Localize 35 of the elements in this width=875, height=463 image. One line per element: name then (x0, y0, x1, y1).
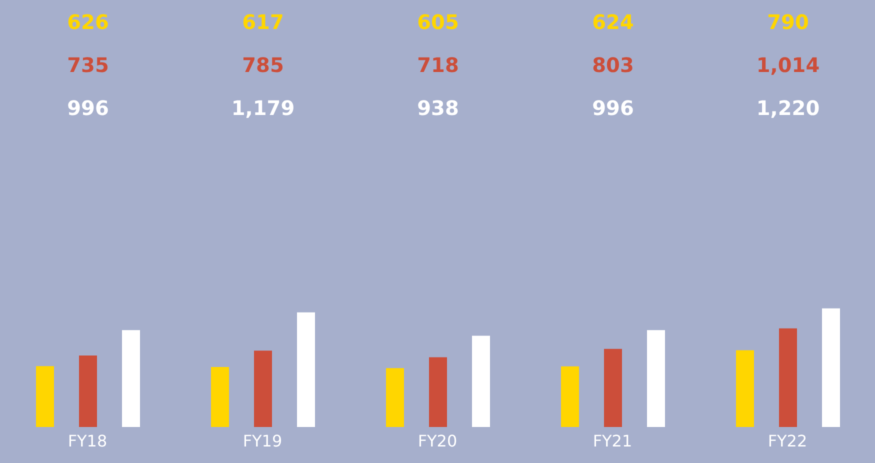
data-label: 624 (592, 10, 634, 34)
bar (36, 366, 54, 427)
bar (647, 330, 665, 427)
data-label: 735 (67, 53, 109, 77)
data-label: 1,179 (231, 96, 295, 120)
bar (386, 368, 404, 427)
bar (561, 366, 579, 427)
bar (122, 330, 140, 427)
data-label: 1,220 (756, 96, 820, 120)
bar (736, 350, 754, 427)
x-tick-label: FY20 (418, 431, 458, 450)
data-label: 605 (417, 10, 459, 34)
data-label: 1,014 (756, 53, 820, 77)
data-label: 790 (767, 10, 809, 34)
bar (472, 336, 490, 427)
bar (429, 357, 447, 427)
bar (604, 348, 622, 427)
bar (254, 350, 272, 427)
data-label: 626 (67, 10, 109, 34)
x-tick-label: FY18 (68, 431, 108, 450)
x-tick-label: FY22 (768, 431, 808, 450)
data-label: 803 (592, 53, 634, 77)
bar (297, 312, 315, 427)
x-tick-label: FY19 (242, 431, 282, 450)
data-label: 785 (242, 53, 284, 77)
data-label: 938 (417, 96, 459, 120)
bar (79, 356, 97, 427)
bar (822, 308, 840, 427)
data-label: 617 (242, 10, 284, 34)
bar (779, 328, 797, 427)
x-tick-label: FY21 (592, 431, 632, 450)
data-label: 718 (417, 53, 459, 77)
data-label: 996 (67, 96, 109, 120)
bar (211, 367, 229, 427)
data-label: 996 (592, 96, 634, 120)
